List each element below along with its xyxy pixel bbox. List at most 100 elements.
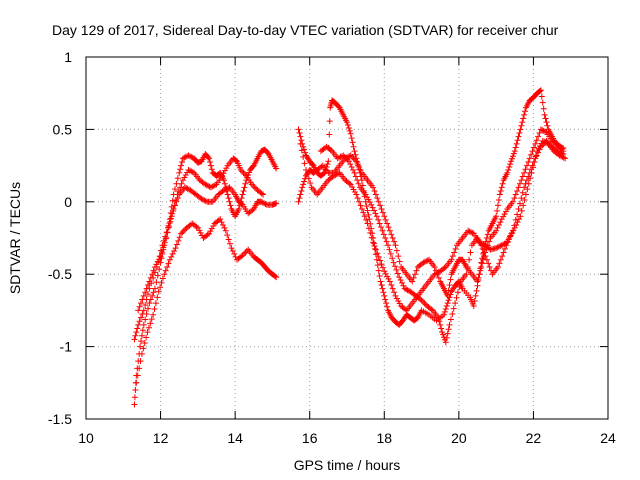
data-point-marker <box>521 196 528 203</box>
data-point-marker <box>444 292 451 299</box>
data-point-marker <box>297 191 304 198</box>
data-point-marker <box>390 259 397 266</box>
data-point-marker <box>540 140 547 147</box>
data-point-marker <box>186 167 193 174</box>
data-point-marker <box>539 127 546 134</box>
data-point-marker <box>377 278 384 285</box>
data-point-marker <box>172 196 179 203</box>
data-point-marker <box>386 246 393 253</box>
data-point-marker <box>466 228 473 235</box>
data-point-marker <box>544 139 551 146</box>
data-point-marker <box>261 200 268 207</box>
data-point-marker <box>466 256 473 263</box>
data-point-marker <box>449 311 456 318</box>
data-point-marker <box>410 274 417 281</box>
data-point-marker <box>544 122 551 129</box>
y-tick-label: 1 <box>64 49 72 65</box>
data-point-marker <box>332 172 339 179</box>
data-point-marker <box>542 115 549 122</box>
data-point-marker <box>229 248 236 255</box>
data-point-marker <box>501 240 508 247</box>
data-point-marker <box>444 330 451 337</box>
data-point-marker <box>529 162 536 169</box>
data-point-marker <box>389 235 396 241</box>
data-point-marker <box>365 196 372 203</box>
data-point-marker <box>511 222 518 229</box>
data-point-marker <box>350 155 357 162</box>
data-point-marker <box>361 213 368 220</box>
data-point-marker <box>500 249 507 256</box>
data-point-marker <box>219 172 226 179</box>
data-point-marker <box>357 166 364 173</box>
data-point-marker <box>206 230 213 237</box>
data-point-marker <box>335 170 342 177</box>
data-point-marker <box>382 235 389 241</box>
axis-ticks <box>85 56 609 420</box>
data-point-marker <box>162 233 169 240</box>
data-point-marker <box>537 126 544 133</box>
data-point-marker <box>297 140 304 147</box>
data-point-marker <box>235 206 242 213</box>
data-point-marker <box>518 207 525 214</box>
data-point-marker <box>156 256 163 263</box>
data-point-marker <box>441 308 448 315</box>
data-point-marker <box>347 130 354 137</box>
data-point-marker <box>212 182 219 189</box>
data-point-marker <box>495 196 502 203</box>
data-point-marker <box>370 184 377 191</box>
data-point-marker <box>146 278 153 285</box>
data-point-marker <box>536 130 543 137</box>
data-point-marker <box>362 191 369 198</box>
data-point-marker <box>511 148 518 155</box>
data-point-marker <box>203 182 210 189</box>
data-point-marker <box>346 127 353 134</box>
data-point-marker <box>528 166 535 173</box>
data-point-marker <box>498 184 505 191</box>
data-point-marker <box>384 220 391 227</box>
data-point-marker <box>523 162 530 169</box>
data-point-marker <box>385 242 392 249</box>
data-point-marker <box>434 269 441 276</box>
data-point-marker <box>366 199 373 206</box>
data-point-marker <box>473 287 480 294</box>
data-point-marker <box>372 191 379 198</box>
data-point-marker <box>486 238 493 245</box>
data-point-marker <box>153 261 160 268</box>
data-point-marker <box>221 167 228 174</box>
data-point-marker <box>350 186 357 193</box>
data-point-marker <box>151 305 158 312</box>
data-point-marker <box>518 122 525 129</box>
data-point-marker <box>428 306 435 313</box>
data-point-marker <box>138 332 145 339</box>
data-point-marker <box>409 278 416 285</box>
x-tick-label: 12 <box>153 430 169 446</box>
data-point-marker <box>394 270 401 277</box>
data-point-marker <box>164 263 171 270</box>
data-point-marker <box>147 274 154 281</box>
data-point-marker <box>477 240 484 247</box>
y-tick-label: 0.5 <box>53 121 73 137</box>
data-point-marker <box>139 296 146 303</box>
data-point-marker <box>326 118 333 125</box>
data-point-marker <box>477 267 484 274</box>
data-point-marker <box>499 253 506 260</box>
x-tick-label: 20 <box>451 430 467 446</box>
data-point-marker <box>421 300 428 307</box>
data-point-marker <box>157 253 164 260</box>
data-point-marker <box>237 166 244 173</box>
data-point-marker <box>207 228 214 235</box>
data-point-marker <box>140 321 147 328</box>
data-point-marker <box>354 177 361 184</box>
data-point-marker <box>385 275 392 282</box>
data-point-marker <box>298 137 305 144</box>
data-point-marker <box>371 242 378 249</box>
data-point-marker <box>446 282 453 289</box>
data-point-marker <box>179 177 186 184</box>
data-point-marker <box>172 245 179 252</box>
data-point-marker <box>182 226 189 233</box>
data-point-marker <box>532 155 539 162</box>
data-point-marker <box>367 229 374 236</box>
data-point-marker <box>452 300 459 307</box>
data-point-marker <box>348 135 355 142</box>
data-point-marker <box>382 270 389 277</box>
